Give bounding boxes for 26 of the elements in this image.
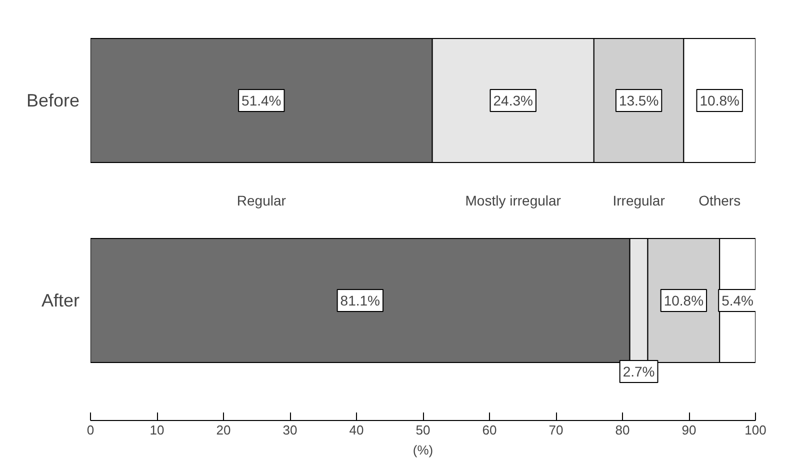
x-tick-label: 40 [349,422,364,438]
data-label: 10.8% [700,92,740,108]
data-label: 24.3% [493,92,533,108]
x-tick-label: 0 [86,422,94,438]
data-label: 10.8% [664,292,704,308]
x-axis-title: (%) [412,442,434,458]
x-tick-label: 80 [615,422,630,438]
x-tick-label: 90 [682,422,696,438]
data-label: 5.4% [722,292,754,308]
x-tick-label: 20 [216,422,231,438]
x-tick-label: 30 [282,422,298,438]
data-label: 81.1% [340,292,380,308]
x-tick-label: 100 [744,422,766,438]
data-label: 13.5% [618,92,659,108]
x-tick-label: 10 [150,422,164,438]
y-tick-label: Before [26,90,80,110]
data-label: 2.7% [622,364,655,380]
x-tick-label: 60 [482,422,497,438]
x-tick-label: 70 [548,422,564,438]
text: Others [698,192,741,208]
x-tick-label: 50 [416,422,430,438]
text: Regular [236,192,286,208]
text: Mostly irregular [465,192,562,208]
y-tick-label: After [41,290,80,310]
data-label: 51.4% [242,92,282,108]
text: Irregular [612,192,666,208]
